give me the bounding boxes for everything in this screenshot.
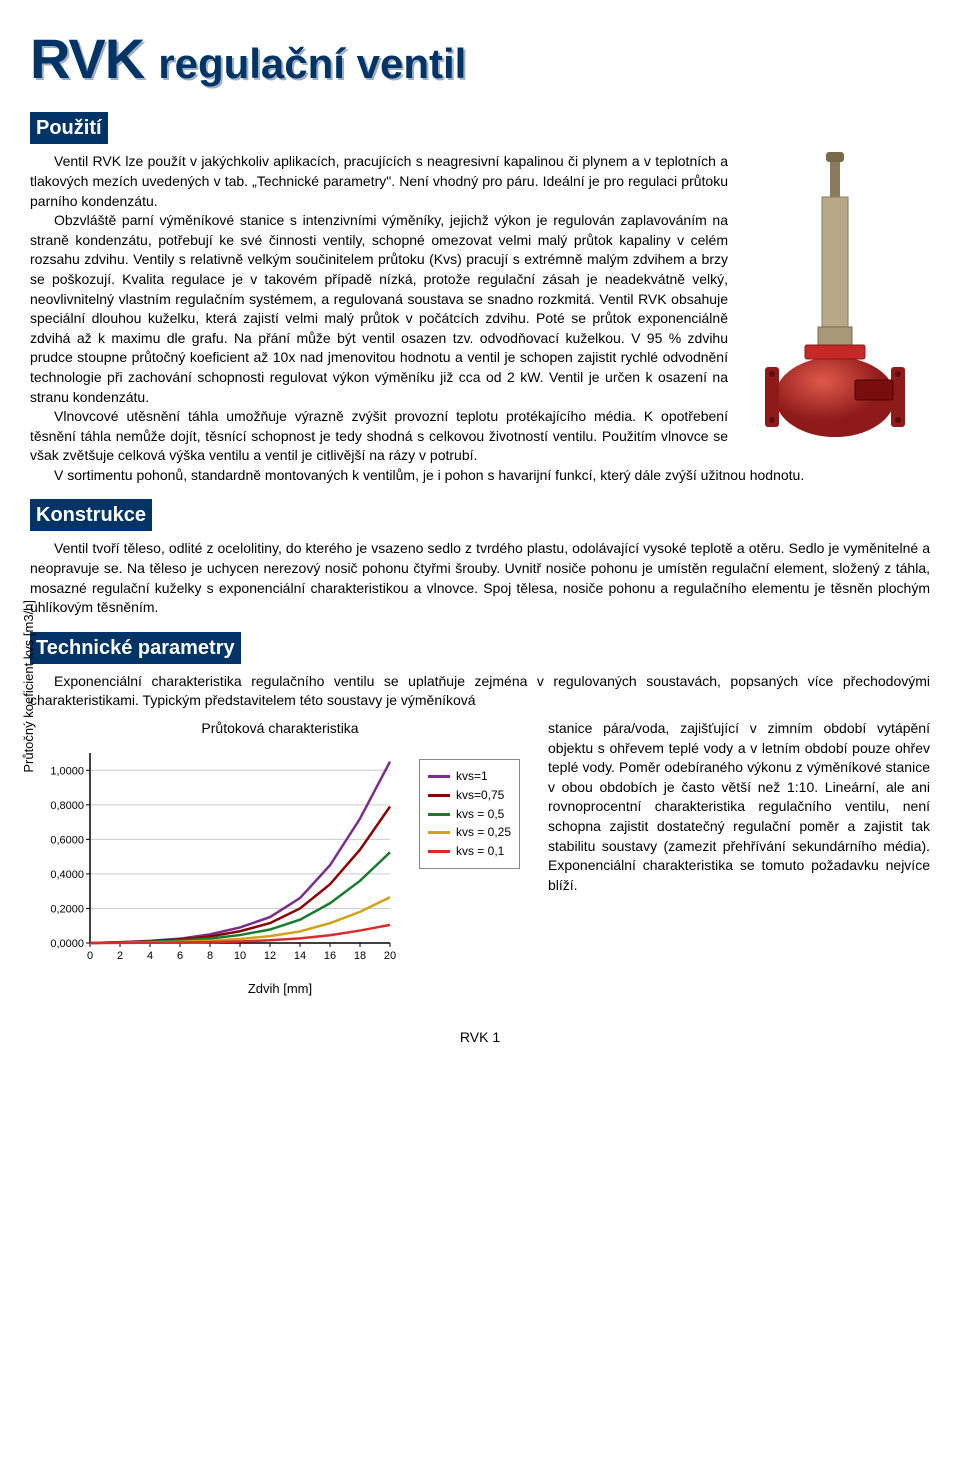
construction-block: Ventil tvoří těleso, odlité z ocelolitin…: [30, 539, 930, 617]
title-subtitle: regulační ventil: [158, 35, 466, 94]
chart-title: Průtoková charakteristika: [30, 719, 530, 739]
legend-label: kvs=1: [456, 768, 488, 785]
svg-text:1,0000: 1,0000: [50, 765, 84, 777]
legend-label: kvs=0,75: [456, 787, 504, 804]
page-title: RVK regulační ventil: [30, 20, 930, 98]
section-construction-header: Konstrukce: [30, 499, 152, 531]
legend-swatch: [428, 813, 450, 816]
svg-text:0,4000: 0,4000: [50, 869, 84, 881]
legend-item: kvs = 0,5: [428, 806, 511, 823]
svg-text:8: 8: [207, 950, 213, 962]
title-rvk: RVK: [30, 20, 144, 98]
construction-p1: Ventil tvoří těleso, odlité z ocelolitin…: [30, 539, 930, 617]
legend-swatch: [428, 775, 450, 778]
section-tech-header: Technické parametry: [30, 632, 241, 664]
legend-item: kvs=0,75: [428, 787, 511, 804]
svg-text:0,2000: 0,2000: [50, 903, 84, 915]
svg-text:6: 6: [177, 950, 183, 962]
use-p4: V sortimentu pohonů, standardně montovan…: [30, 466, 930, 486]
legend-item: kvs = 0,25: [428, 824, 511, 841]
svg-text:16: 16: [324, 950, 336, 962]
chart-column: Průtočný koeficient kvs [m3/h] Průtoková…: [30, 719, 530, 998]
page-footer: RVK 1: [30, 1028, 930, 1048]
legend-swatch: [428, 794, 450, 797]
svg-text:18: 18: [354, 950, 366, 962]
section-use-header: Použití: [30, 112, 108, 144]
tech-pre: Exponenciální charakteristika regulačníh…: [30, 672, 930, 711]
legend-swatch: [428, 850, 450, 853]
svg-text:10: 10: [234, 950, 246, 962]
legend-item: kvs=1: [428, 768, 511, 785]
svg-text:0,6000: 0,6000: [50, 834, 84, 846]
svg-text:0,8000: 0,8000: [50, 799, 84, 811]
legend-label: kvs = 0,25: [456, 824, 511, 841]
svg-text:20: 20: [384, 950, 396, 962]
legend-swatch: [428, 831, 450, 834]
chart-and-text-row: Průtočný koeficient kvs [m3/h] Průtoková…: [30, 719, 930, 998]
legend-item: kvs = 0,1: [428, 843, 511, 860]
svg-text:0: 0: [87, 950, 93, 962]
chart-xlabel: Zdvih [mm]: [30, 980, 530, 998]
legend-label: kvs = 0,5: [456, 806, 504, 823]
valve-illustration: [740, 152, 930, 462]
tech-side-text: stanice pára/voda, zajišťující v zimním …: [548, 719, 930, 998]
use-block: Ventil RVK lze použít v jakýchkoliv apli…: [30, 152, 930, 485]
legend-label: kvs = 0,1: [456, 843, 504, 860]
chart-ylabel: Průtočný koeficient kvs [m3/h]: [20, 600, 38, 773]
svg-text:2: 2: [117, 950, 123, 962]
svg-text:12: 12: [264, 950, 276, 962]
svg-text:14: 14: [294, 950, 306, 962]
svg-text:4: 4: [147, 950, 153, 962]
tech-intro: Exponenciální charakteristika regulačníh…: [30, 672, 930, 711]
svg-text:0,0000: 0,0000: [50, 938, 84, 950]
chart-legend: kvs=1 kvs=0,75 kvs = 0,5kvs = 0,25 kvs = 0,…: [419, 759, 520, 869]
